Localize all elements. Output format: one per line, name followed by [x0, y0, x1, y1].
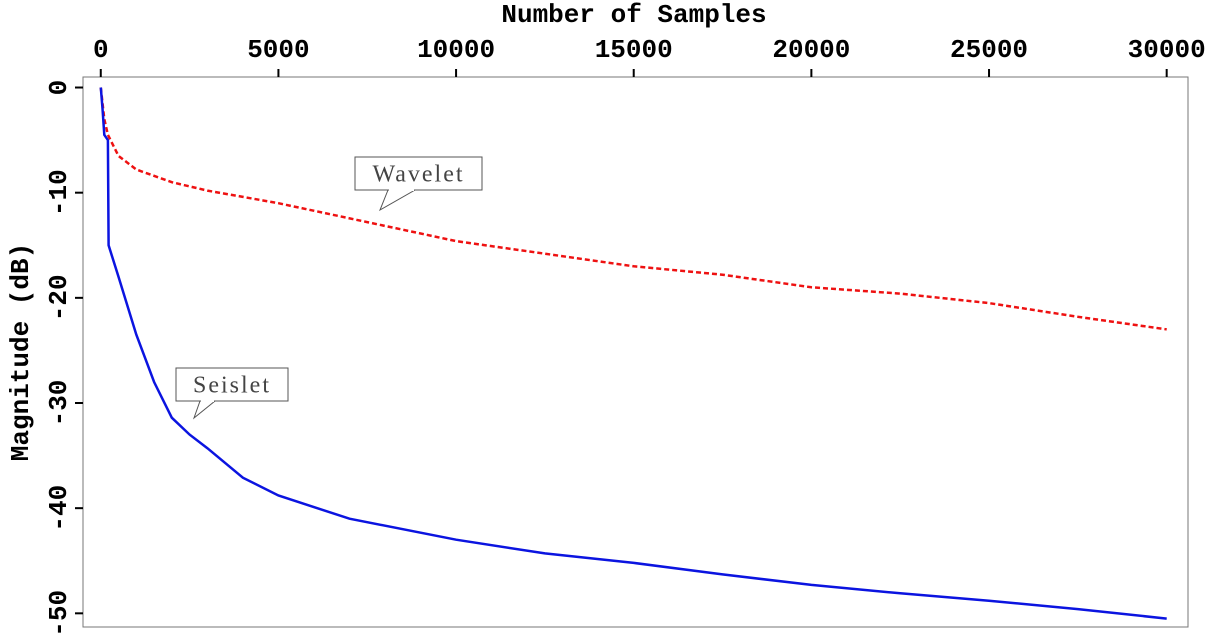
y-axis-label: Magnitude (dB): [6, 243, 36, 461]
x-axis-label: Number of Samples: [501, 0, 766, 30]
y-tick-label: 0: [44, 80, 74, 96]
annotation: Seislet: [193, 373, 271, 399]
line: [99, 87, 1167, 331]
callout-pointer: [192, 400, 217, 420]
x-tick-label: 10000: [417, 35, 495, 65]
x-tick-label: 5000: [247, 35, 309, 65]
callout-box: [175, 367, 289, 402]
plot-frame: [82, 76, 1189, 628]
x-tick-label: 0: [93, 35, 109, 65]
line: [99, 87, 1167, 620]
y-tick-label: -30: [44, 380, 74, 427]
callout-box: [354, 156, 483, 191]
annotation: Wavelet: [372, 162, 464, 188]
x-tick-label: 15000: [595, 35, 673, 65]
y-tick-label: -10: [44, 169, 74, 216]
callout-pointer: [379, 189, 417, 212]
x-tick-label: 25000: [950, 35, 1028, 65]
y-tick-label: -50: [44, 590, 74, 637]
x-tick-label: 20000: [772, 35, 850, 65]
y-tick-label: -40: [44, 485, 74, 532]
x-tick-label: 30000: [1128, 35, 1206, 65]
y-tick-label: -20: [44, 274, 74, 321]
